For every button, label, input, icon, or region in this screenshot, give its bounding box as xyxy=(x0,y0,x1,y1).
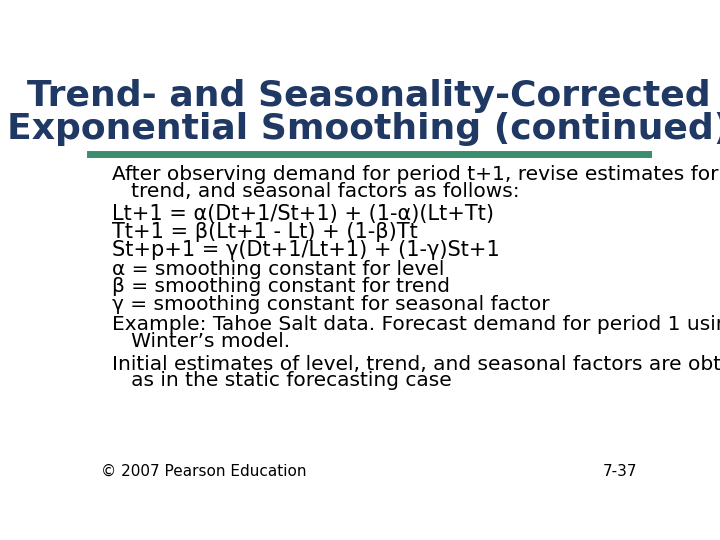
Text: Initial estimates of level, trend, and seasonal factors are obtained: Initial estimates of level, trend, and s… xyxy=(112,355,720,374)
Text: 7-37: 7-37 xyxy=(603,464,637,479)
Text: Winter’s model.: Winter’s model. xyxy=(112,332,290,351)
Text: St+p+1 = γ(Dt+1/Lt+1) + (1-γ)St+1: St+p+1 = γ(Dt+1/Lt+1) + (1-γ)St+1 xyxy=(112,240,500,260)
Text: After observing demand for period t+1, revise estimates for level,: After observing demand for period t+1, r… xyxy=(112,165,720,185)
Text: Lt+1 = α(Dt+1/St+1) + (1-α)(Lt+Tt): Lt+1 = α(Dt+1/St+1) + (1-α)(Lt+Tt) xyxy=(112,205,495,225)
Text: β = smoothing constant for trend: β = smoothing constant for trend xyxy=(112,278,450,296)
Text: α = smoothing constant for level: α = smoothing constant for level xyxy=(112,260,445,279)
Text: © 2007 Pearson Education: © 2007 Pearson Education xyxy=(101,464,307,479)
Text: Example: Tahoe Salt data. Forecast demand for period 1 using: Example: Tahoe Salt data. Forecast deman… xyxy=(112,315,720,334)
Text: Exponential Smoothing (continued): Exponential Smoothing (continued) xyxy=(7,112,720,146)
Text: as in the static forecasting case: as in the static forecasting case xyxy=(112,372,452,390)
Text: Tt+1 = β(Lt+1 - Lt) + (1-β)Tt: Tt+1 = β(Lt+1 - Lt) + (1-β)Tt xyxy=(112,222,418,242)
Text: γ = smoothing constant for seasonal factor: γ = smoothing constant for seasonal fact… xyxy=(112,295,550,314)
Text: trend, and seasonal factors as follows:: trend, and seasonal factors as follows: xyxy=(112,182,520,201)
Text: Trend- and Seasonality-Corrected: Trend- and Seasonality-Corrected xyxy=(27,79,711,113)
